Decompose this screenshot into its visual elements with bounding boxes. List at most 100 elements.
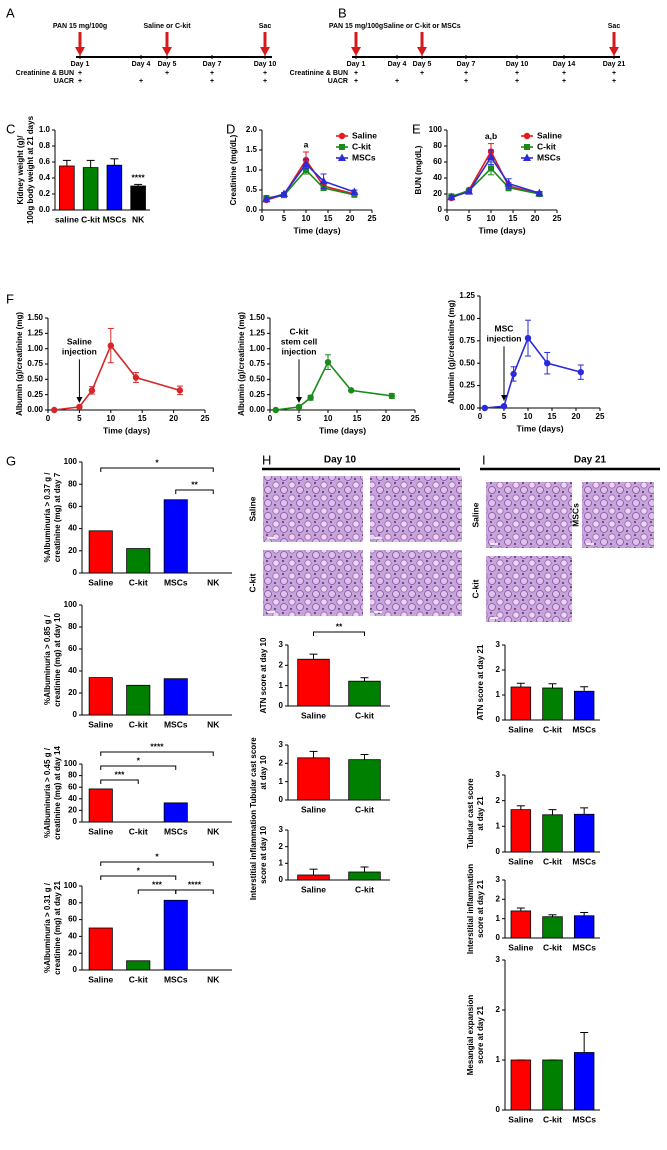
annotation: MSC <box>495 324 514 334</box>
x-tick-label: MSCs <box>572 942 596 952</box>
x-tick-label: Saline <box>301 804 326 814</box>
x-tick-label: 10 <box>324 414 333 423</box>
series-line <box>54 344 181 411</box>
y-axis-label: 100g body weight at 21 days <box>26 115 35 224</box>
image-label: Saline <box>247 496 257 521</box>
panel-letter: D <box>226 121 235 136</box>
x-tick-label: 5 <box>297 414 302 423</box>
x-tick-label: MSCs <box>572 724 596 734</box>
y-tick-label: 0.0 <box>39 205 51 214</box>
y-tick-label: 60 <box>68 502 77 511</box>
y-tick-label: 0.8 <box>39 141 51 150</box>
y-tick-label: 0.50 <box>249 374 265 383</box>
injection-arrow-head <box>76 397 83 403</box>
y-axis-label: Albumin (g)/creatinine (mg) <box>15 312 24 416</box>
measure-mark: + <box>612 70 616 77</box>
x-tick-label: 0 <box>445 214 450 223</box>
data-point <box>522 153 532 161</box>
bar <box>542 687 563 721</box>
y-tick-label: 2 <box>496 796 501 805</box>
x-tick-label: 25 <box>553 214 562 223</box>
y-tick-label: 20 <box>68 806 77 815</box>
y-axis-label: creatinine (mg) at day 21 <box>53 881 62 975</box>
bar <box>348 759 381 801</box>
section-title: Day 21 <box>574 455 607 466</box>
y-axis-label: creatinine (mg) at day 14 <box>53 746 62 840</box>
significance-label: ** <box>191 479 198 489</box>
data-point <box>500 403 508 410</box>
y-tick-label: 40 <box>68 524 77 533</box>
bar <box>59 165 75 211</box>
histology-image <box>263 550 363 616</box>
y-tick-label: 3 <box>279 825 284 834</box>
histology-image <box>582 482 654 548</box>
x-tick-label: MSCs <box>164 577 188 587</box>
bar <box>82 167 99 211</box>
event-arrow-head <box>162 47 172 56</box>
measure-mark: + <box>263 78 267 85</box>
y-tick-label: 1.0 <box>246 165 258 174</box>
event-arrow-head <box>260 47 270 56</box>
measure-mark: + <box>562 78 566 85</box>
y-axis-label: score at day 10 <box>259 826 268 884</box>
bar <box>510 809 532 853</box>
y-tick-label: 80 <box>68 479 77 488</box>
y-tick-label: 2 <box>496 894 501 903</box>
bar-label: **** <box>132 173 146 183</box>
bar <box>297 874 330 881</box>
y-tick-label: 0 <box>438 205 443 214</box>
bar <box>126 548 151 574</box>
data-point <box>486 152 496 161</box>
y-axis-label: creatinine (mg) at day 10 <box>53 613 62 707</box>
y-tick-label: 1.25 <box>249 328 265 337</box>
data-point <box>388 392 395 400</box>
y-axis-label: %Albuminuria > 0.45 g / <box>43 747 52 838</box>
series-line <box>484 336 582 409</box>
bar <box>163 899 188 971</box>
y-tick-label: 2 <box>279 758 284 767</box>
measure-mark: + <box>464 70 468 77</box>
annotation: a <box>304 139 309 149</box>
bar <box>126 684 151 716</box>
y-tick-label: 20 <box>433 189 442 198</box>
y-tick-label: 60 <box>68 915 77 924</box>
x-tick-label: 5 <box>282 214 287 223</box>
x-tick-label: MSCs <box>164 719 188 729</box>
x-tick-label: 0 <box>268 414 273 423</box>
measure-mark: + <box>562 70 566 77</box>
x-tick-label: C-kit <box>129 719 148 729</box>
y-tick-label: 3 <box>496 875 501 884</box>
histology-image <box>486 556 572 622</box>
bar <box>297 757 330 801</box>
bar <box>510 910 532 939</box>
measure-mark: + <box>354 78 358 85</box>
x-tick-label: 10 <box>487 214 496 223</box>
injection-arrow-head <box>296 397 302 403</box>
day-label: Day 10 <box>254 61 277 68</box>
legend-label: MSCs <box>352 152 376 162</box>
y-axis-label: %Albuminuria > 0.85 g / <box>43 614 52 705</box>
bar <box>348 871 381 881</box>
series-line <box>266 158 355 201</box>
annotation: injection <box>282 347 317 357</box>
x-tick-label: NK <box>207 826 220 836</box>
bar <box>542 1059 563 1111</box>
x-tick-label: NK <box>207 577 220 587</box>
event-label: PAN 15 mg/100g <box>53 23 107 30</box>
image-label: C-kit <box>470 579 480 598</box>
histology-image <box>370 476 462 542</box>
data-point <box>524 334 532 342</box>
y-axis-label: creatinine (mg) at day 7 <box>53 472 62 562</box>
row-label: Creatinine & BUN <box>16 70 74 77</box>
row-label: UACR <box>54 78 74 85</box>
bar <box>297 658 330 707</box>
y-axis-label: Tubular cast score <box>249 737 258 808</box>
day-label: Day 1 <box>347 61 366 68</box>
x-tick-label: Saline <box>88 719 113 729</box>
y-tick-label: 1 <box>496 690 501 699</box>
y-tick-label: 100 <box>64 881 78 890</box>
x-tick-label: C-kit <box>543 1114 562 1124</box>
data-point <box>262 194 271 203</box>
significance-bracket <box>100 765 177 770</box>
